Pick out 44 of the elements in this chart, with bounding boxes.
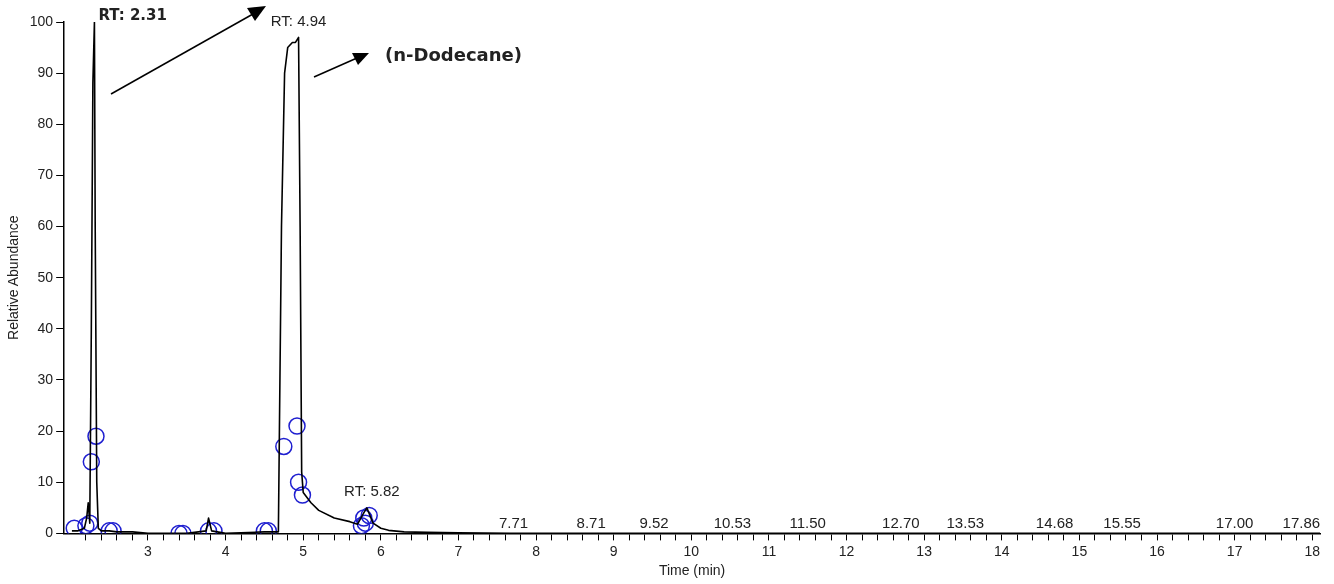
x-tick-label: 4: [221, 542, 230, 559]
x-axis-title: Time (min): [658, 562, 726, 579]
y-tick-label: 90: [37, 64, 54, 80]
y-tick-label: 100: [29, 12, 54, 29]
y-tick-label: 60: [37, 217, 54, 234]
annotation: 7.71: [498, 514, 529, 532]
x-tick-label: 12: [838, 542, 855, 559]
annotation: 17.86: [1282, 514, 1321, 532]
x-tick-label: 3: [144, 542, 153, 559]
y-tick-label: 70: [37, 166, 54, 183]
y-axis-title: Relative Abundance: [5, 215, 22, 340]
annotation: 15.55: [1103, 514, 1141, 532]
annotation: RT: 4.94: [270, 11, 327, 29]
annotation: RT: 5.82: [344, 482, 400, 500]
x-tick-label: 6: [376, 542, 385, 559]
x-tick-label: 9: [609, 542, 618, 559]
x-tick-label: 14: [993, 542, 1010, 559]
x-tick-label: 17: [1226, 542, 1243, 559]
annotation: 14.68: [1035, 514, 1074, 532]
x-tick-label: 8: [532, 542, 541, 559]
y-tick-label: 0: [45, 524, 54, 541]
y-tick-label: 20: [37, 421, 54, 438]
x-tick-label: 11: [761, 542, 777, 559]
annotation: 17.00: [1215, 514, 1254, 532]
annotation: 10.53: [713, 514, 752, 532]
x-tick-label: 13: [916, 542, 933, 559]
annotation: 11.50: [789, 514, 826, 532]
annotation: 8.71: [576, 514, 606, 532]
x-tick-label: 5: [299, 542, 308, 559]
annotation: 12.70: [882, 514, 920, 532]
y-tick-label: 10: [37, 473, 54, 490]
annotation: 13.53: [946, 514, 985, 532]
x-tick-label: 18: [1304, 542, 1321, 559]
x-tick-label: 16: [1149, 542, 1165, 559]
annotation: (n-Dodecane): [385, 43, 522, 65]
y-tick-label: 40: [37, 319, 54, 336]
y-tick-label: 50: [37, 268, 54, 285]
annotation: 9.52: [639, 514, 669, 532]
x-tick-label: 10: [683, 542, 700, 559]
y-tick-label: 30: [37, 370, 54, 387]
annotation: RT: 2.31: [98, 6, 167, 25]
x-tick-label: 7: [454, 542, 463, 559]
x-tick-label: 15: [1071, 542, 1088, 559]
y-tick-label: 80: [37, 115, 54, 132]
